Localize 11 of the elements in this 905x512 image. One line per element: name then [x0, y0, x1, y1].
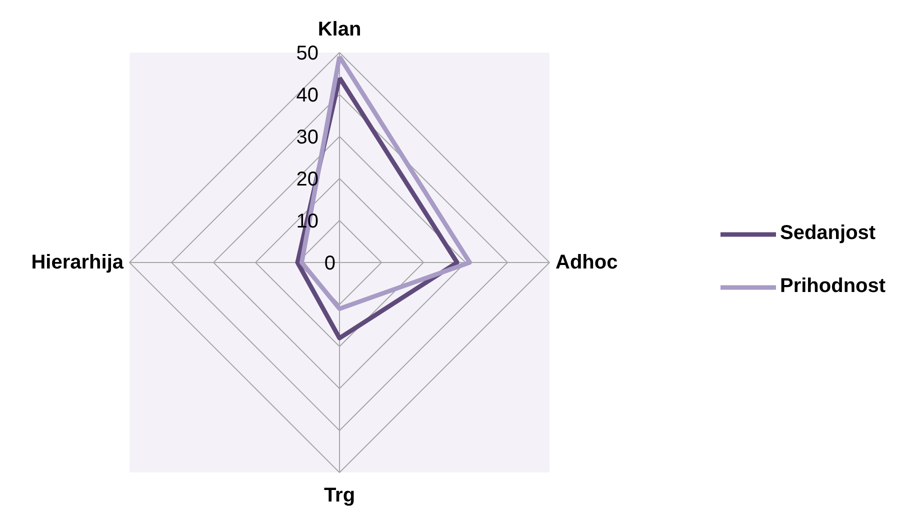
y-tick-label: 50 [296, 42, 319, 64]
spoke-label: Hierarhija [31, 252, 124, 274]
spoke-label: Adhoc [556, 252, 618, 274]
y-tick-label: 0 [324, 252, 336, 274]
y-tick-label: 20 [296, 168, 319, 190]
y-tick-label: 30 [296, 126, 319, 148]
legend-label: Sedanjost [780, 222, 876, 245]
spoke-label: Klan [318, 18, 362, 40]
legend-label: Prihodnost [780, 275, 886, 298]
spoke-label: Trg [324, 484, 356, 506]
y-tick-label: 40 [296, 84, 319, 106]
